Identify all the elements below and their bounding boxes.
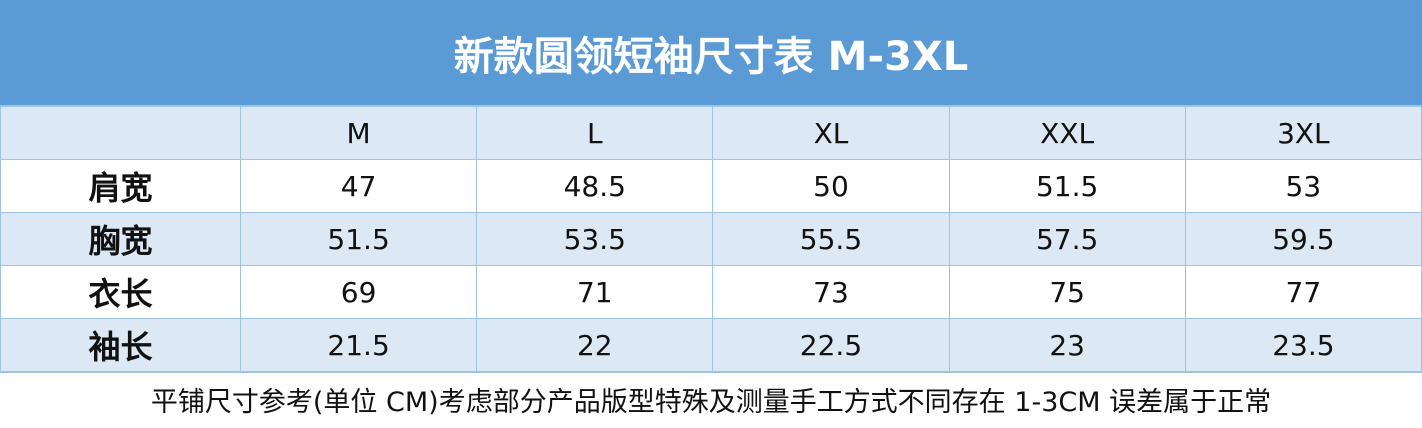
cell: 51.5: [239, 212, 478, 266]
cell: 75: [948, 265, 1186, 319]
cell: 53.5: [476, 212, 714, 266]
cell: 51.5: [948, 159, 1186, 213]
cell: 73: [712, 265, 950, 319]
row-label: 胸宽: [0, 212, 241, 266]
row-label: 衣长: [0, 265, 241, 319]
cell: 71: [476, 265, 714, 319]
size-table: M L XL XXL 3XL 肩宽 47 48.5 50 51.5 53 胸宽 …: [0, 106, 1422, 372]
size-header: XL: [712, 106, 950, 160]
size-header: XXL: [948, 106, 1186, 160]
cell: 69: [239, 265, 478, 319]
row-label: 袖长: [0, 318, 241, 372]
row-label: 肩宽: [0, 159, 241, 213]
size-header: 3XL: [1184, 106, 1422, 160]
footnote: 平铺尺寸参考(单位 CM)考虑部分产品版型特殊及测量手工方式不同存在 1-3CM…: [0, 372, 1422, 426]
table-row: 胸宽 51.5 53.5 55.5 57.5 59.5: [0, 212, 1422, 266]
cell: 23: [948, 318, 1186, 372]
cell: 77: [1184, 265, 1422, 319]
cell: 48.5: [476, 159, 714, 213]
cell: 55.5: [712, 212, 950, 266]
size-header: M: [239, 106, 478, 160]
table-row: 袖长 21.5 22 22.5 23 23.5: [0, 318, 1422, 372]
cell: 50: [712, 159, 950, 213]
cell: 22: [476, 318, 714, 372]
header-row: M L XL XXL 3XL: [0, 106, 1422, 160]
cell: 23.5: [1184, 318, 1422, 372]
chart-title: 新款圆领短袖尺寸表 M-3XL: [0, 0, 1422, 106]
cell: 22.5: [712, 318, 950, 372]
table-row: 肩宽 47 48.5 50 51.5 53: [0, 159, 1422, 213]
size-header: L: [476, 106, 714, 160]
cell: 59.5: [1184, 212, 1422, 266]
corner-cell: [0, 106, 241, 160]
cell: 21.5: [239, 318, 478, 372]
cell: 53: [1184, 159, 1422, 213]
table-row: 衣长 69 71 73 75 77: [0, 265, 1422, 319]
cell: 47: [239, 159, 478, 213]
cell: 57.5: [948, 212, 1186, 266]
